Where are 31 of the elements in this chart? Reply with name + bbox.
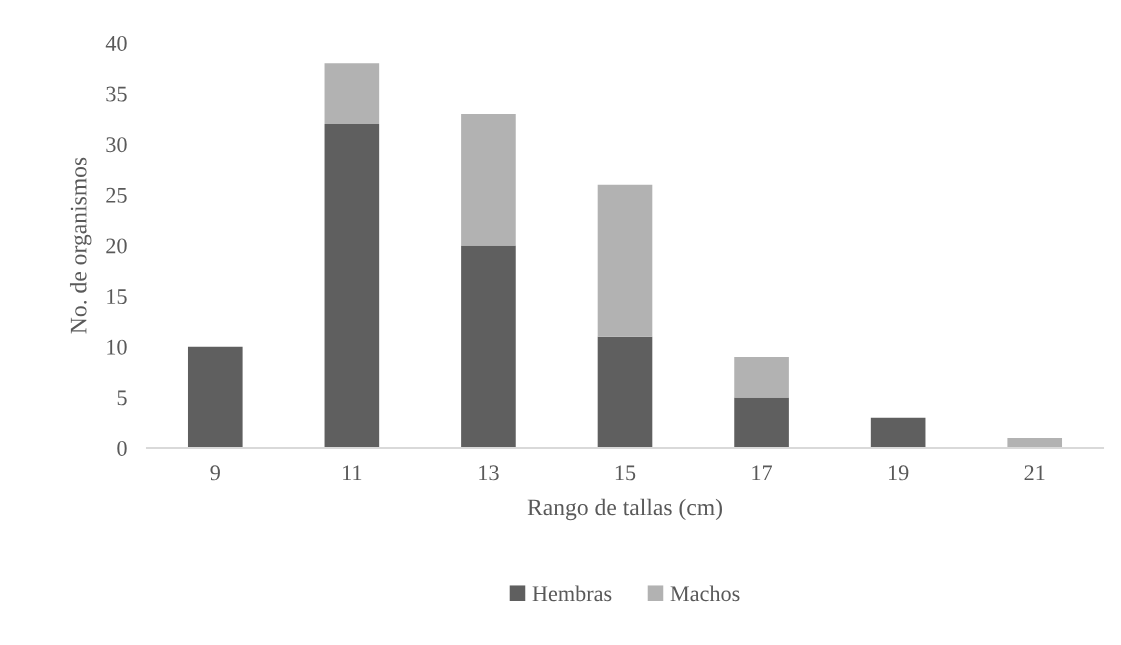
bar: [734, 356, 789, 398]
y-tick-label: 30: [106, 137, 127, 153]
bar: [324, 124, 380, 448]
bar: [461, 245, 516, 448]
bar: [734, 397, 789, 448]
legend-label: Hembras: [532, 585, 612, 602]
x-tick-label: 11: [343, 465, 362, 481]
y-tick-label: 0: [117, 440, 127, 456]
x-tick-label: 15: [615, 465, 636, 481]
bar: [461, 113, 516, 246]
bar: [187, 346, 243, 448]
y-tick-label: 35: [106, 86, 127, 102]
legend-label: Machos: [670, 585, 740, 602]
x-tick-label: 17: [752, 465, 773, 481]
y-tick-label: 10: [107, 339, 127, 355]
bar: [324, 63, 380, 124]
y-tick-label: 25: [106, 187, 127, 203]
x-tick-label: 13: [479, 465, 499, 481]
y-tick-label: 20: [106, 238, 127, 254]
y-axis-title: No. de organismos: [69, 157, 92, 334]
y-tick-label: 5: [117, 390, 127, 406]
x-tick-label: 19: [888, 465, 909, 481]
x-axis-title: Rango de tallas (cm): [527, 498, 722, 521]
y-tick-label: 15: [107, 289, 127, 305]
y-tick-label: 40: [105, 35, 127, 51]
bar: [1007, 437, 1063, 448]
bar: [597, 184, 653, 337]
x-tick-label: 9: [210, 465, 220, 481]
bar: [870, 417, 926, 448]
bar: [597, 336, 653, 448]
x-tick-label: 21: [1024, 465, 1045, 481]
